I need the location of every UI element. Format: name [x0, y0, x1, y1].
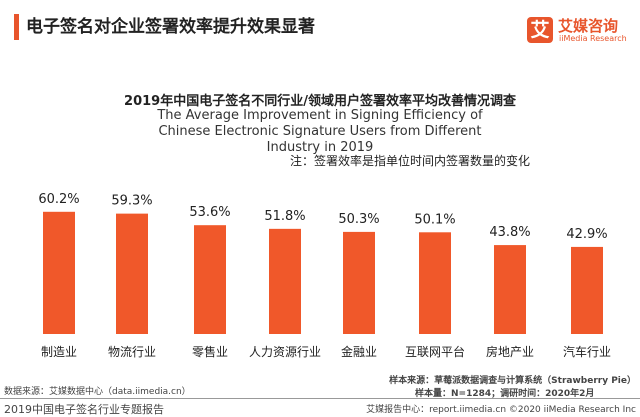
category-label: 物流行业: [108, 345, 156, 359]
chart-title: 2019年中国电子签名不同行业/领域用户签署效率平均改善情况调查: [124, 94, 516, 109]
page-title: 电子签名对企业签署效率提升效果显著: [26, 17, 315, 37]
data-label: 60.2%: [38, 192, 79, 207]
sample-size: 样本量：N=1284；调研时间：2020年2月: [415, 389, 595, 399]
data-label: 42.9%: [566, 227, 607, 242]
data-label: 51.8%: [264, 209, 305, 224]
category-label: 零售业: [192, 344, 228, 359]
data-label: 43.8%: [489, 225, 530, 240]
title-accent-bar: [14, 14, 19, 40]
category-label: 人力资源行业: [249, 345, 321, 359]
sample-source: 样本来源：草莓派数据调查与计算系统（Strawberry Pie）: [389, 376, 636, 386]
report-name: 2019中国电子签名行业专题报告: [4, 403, 164, 416]
logo-mark: 艾: [527, 17, 553, 43]
bar: [269, 228, 301, 334]
bar: [116, 213, 148, 334]
chart-subtitle: The Average Improvement in Signing Effic…: [0, 108, 640, 156]
data-label: 50.1%: [414, 212, 455, 227]
logo-text-en: iiMedia Research: [559, 34, 627, 43]
data-label: 53.6%: [189, 205, 230, 220]
chart-subtitle-text: The Average Improvement in Signing Effic…: [157, 108, 483, 155]
category-label: 互联网平台: [405, 344, 465, 359]
category-label: 汽车行业: [563, 344, 611, 359]
footer-divider: [0, 398, 640, 399]
data-label: 50.3%: [338, 212, 379, 227]
copyright: 艾媒报告中心：report.iimedia.cn ©2020 iiMedia R…: [366, 405, 636, 415]
logo-text: 艾媒咨询: [558, 17, 619, 35]
data-source: 数据来源：艾媒数据中心（data.iimedia.cn）: [4, 387, 191, 397]
bar: [194, 225, 226, 334]
bar: [571, 246, 603, 334]
bar: [419, 232, 451, 334]
chart-note: 注：签署效率是指单位时间内签署数量的变化: [290, 154, 531, 168]
data-label: 59.3%: [111, 194, 152, 209]
category-label: 制造业: [41, 345, 77, 359]
bar: [343, 231, 375, 334]
category-label: 房地产业: [486, 344, 534, 359]
bar: [494, 245, 526, 334]
category-label: 金融业: [341, 344, 377, 359]
bar: [43, 211, 75, 334]
